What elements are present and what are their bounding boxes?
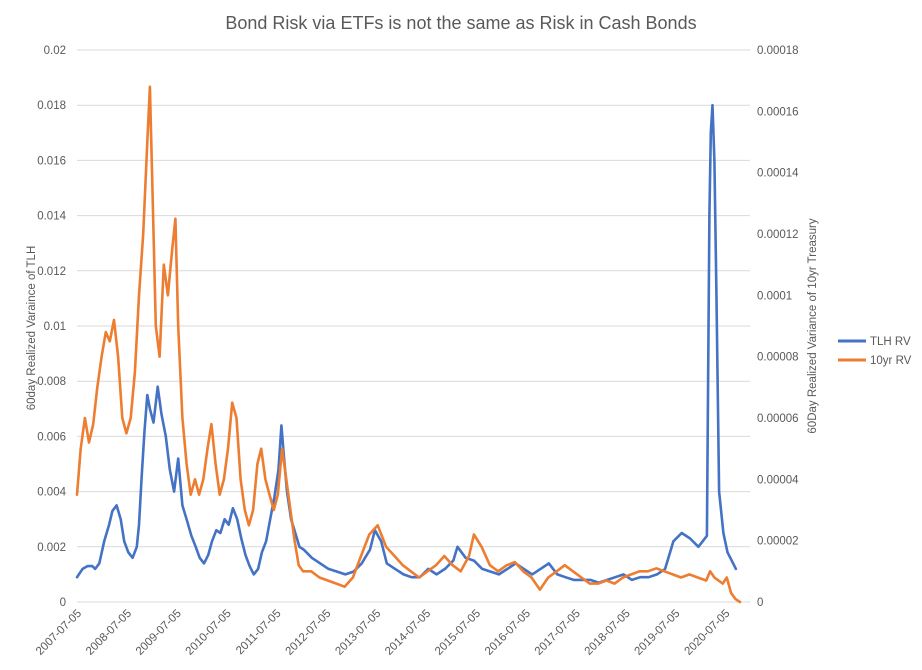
x-tick-label: 2011-07-05 <box>234 608 283 657</box>
legend: TLH RV 10yr RV <box>838 336 912 367</box>
y-right-tick-label: 0.00018 <box>757 45 799 57</box>
y-left-tick-label: 0 <box>60 597 66 609</box>
series-line-10yr-rv <box>75 85 742 604</box>
x-tick-label: 2016-07-05 <box>483 608 533 658</box>
series-lines <box>75 85 742 604</box>
y-right-tick-label: 0.00014 <box>757 168 799 180</box>
x-tick-label: 2009-07-05 <box>134 608 184 658</box>
y-left-tick-label: 0.006 <box>37 431 66 443</box>
y-left-tick-label: 0.004 <box>37 487 66 499</box>
series-line-tlh-rv <box>75 103 738 585</box>
y-left-tick-label: 0.01 <box>44 321 66 333</box>
y-left-axis-label: 60day Realized Varaince of TLH <box>26 246 38 411</box>
y-right-tick-label: 0.00006 <box>757 413 799 425</box>
x-axis-ticks: 2007-07-05 2008-07-05 2009-07-05 2010-07-05… <box>34 608 733 658</box>
x-tick-label: 2019-07-05 <box>632 608 682 658</box>
legend-label: TLH RV <box>870 336 911 348</box>
x-tick-label: 2014-07-05 <box>383 608 433 658</box>
x-tick-label: 2012-07-05 <box>283 608 333 658</box>
left-axis-ticks: 0 0.002 0.004 0.006 0.008 0.01 0.012 0.014 0.016… <box>37 45 66 609</box>
y-left-tick-label: 0.014 <box>37 211 66 223</box>
y-right-tick-label: 0.00012 <box>757 229 799 241</box>
y-left-tick-label: 0.008 <box>37 376 66 388</box>
y-left-tick-label: 0.02 <box>44 45 66 57</box>
y-right-tick-label: 0.0001 <box>757 290 792 302</box>
y-left-tick-label: 0.018 <box>37 100 66 112</box>
y-right-axis-label: 60Day Realized Variance of 10yr Treasury <box>807 218 819 433</box>
y-left-tick-label: 0.002 <box>37 542 66 554</box>
y-right-tick-label: 0.00008 <box>757 352 799 364</box>
y-right-tick-label: 0.00002 <box>757 536 799 548</box>
y-left-tick-label: 0.012 <box>37 266 66 278</box>
x-tick-label: 2010-07-05 <box>184 608 234 658</box>
y-right-tick-label: 0 <box>757 597 763 609</box>
right-axis-ticks: 0 0.00002 0.00004 0.00006 0.00008 0.0001 0.000… <box>757 45 799 609</box>
x-tick-label: 2015-07-05 <box>433 608 483 658</box>
y-left-tick-label: 0.016 <box>37 155 66 167</box>
x-tick-label: 2017-07-05 <box>533 608 583 658</box>
y-right-tick-label: 0.00016 <box>757 106 799 118</box>
x-tick-label: 2008-07-05 <box>84 608 134 658</box>
x-tick-label: 2018-07-05 <box>583 608 633 658</box>
x-tick-label: 2013-07-05 <box>333 608 383 658</box>
legend-label: 10yr RV <box>870 355 912 367</box>
x-tick-label: 2020-07-05 <box>682 608 732 658</box>
x-tick-label: 2007-07-05 <box>34 608 84 658</box>
chart-title: Bond Risk via ETFs is not the same as Ri… <box>225 13 696 33</box>
y-right-tick-label: 0.00004 <box>757 474 799 486</box>
